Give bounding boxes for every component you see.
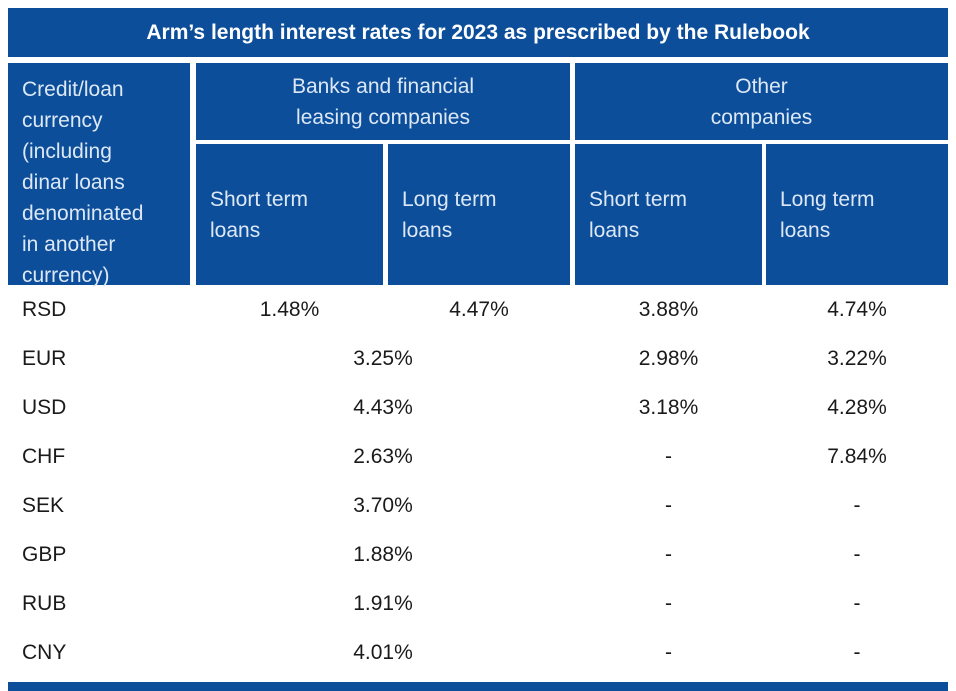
currency-label: GBP	[22, 542, 67, 566]
rate-cell: -	[665, 444, 672, 468]
rate-cell: 2.98%	[638, 346, 699, 370]
table-row: EUR 3.25% 2.98% 3.22%	[8, 334, 948, 383]
table-footer-bar	[8, 682, 948, 691]
rate-cell: -	[665, 640, 672, 664]
other-group-header: Other companies	[575, 63, 948, 140]
rate-cell: 2.63%	[353, 444, 413, 468]
table-title: Arm’s length interest rates for 2023 as …	[146, 20, 810, 44]
table-row: SEK 3.70% - -	[8, 481, 948, 530]
table-header: Credit/loan currency (including dinar lo…	[8, 63, 948, 287]
rate-cell: 1.88%	[353, 542, 413, 566]
rate-cell: 3.25%	[353, 346, 413, 370]
rate-cell: -	[853, 542, 861, 566]
rate-cell: 1.48%	[259, 297, 320, 321]
rate-cell: -	[665, 542, 672, 566]
other-short-term-header: Short term loans	[575, 144, 762, 285]
rate-cell: 3.18%	[638, 395, 699, 419]
rate-cell: 4.28%	[827, 395, 887, 419]
rate-cell: 1.91%	[353, 591, 413, 615]
rate-cell: -	[853, 640, 861, 664]
currency-label: CHF	[22, 444, 66, 468]
currency-label: RSD	[22, 297, 67, 321]
currency-label: RUB	[22, 591, 67, 615]
currency-label: USD	[22, 395, 67, 419]
table-row: RUB 1.91% - -	[8, 579, 948, 628]
table-row: GBP 1.88% - -	[8, 530, 948, 579]
rate-cell: 3.70%	[353, 493, 413, 517]
table-row: USD 4.43% 3.18% 4.28%	[8, 383, 948, 432]
rate-cell: -	[665, 591, 672, 615]
rate-cell: -	[853, 591, 861, 615]
rate-cell: 4.43%	[353, 395, 413, 419]
rate-cell: 3.88%	[638, 297, 699, 321]
table-row: CNY 4.01% - -	[8, 628, 948, 677]
table-title-bar: Arm’s length interest rates for 2023 as …	[8, 8, 948, 57]
currency-label: CNY	[22, 640, 67, 664]
rate-cell: -	[665, 493, 672, 517]
banks-group-header: Banks and financial leasing companies	[196, 63, 570, 140]
rate-cell: 3.22%	[827, 346, 887, 370]
banks-long-term-header: Long term loans	[388, 144, 570, 285]
banks-short-term-header: Short term loans	[196, 144, 383, 285]
currency-label: EUR	[22, 346, 67, 370]
currency-column-header: Credit/loan currency (including dinar lo…	[8, 63, 190, 287]
table-row: CHF 2.63% - 7.84%	[8, 432, 948, 481]
currency-label: SEK	[22, 493, 65, 517]
rate-cell: -	[853, 493, 861, 517]
table-row: RSD 1.48% 4.47% 3.88% 4.74%	[8, 285, 948, 334]
other-long-term-header: Long term loans	[766, 144, 948, 285]
rate-cell: 4.01%	[353, 640, 413, 664]
rate-cell: 4.47%	[449, 297, 509, 321]
table-body: RSD 1.48% 4.47% 3.88% 4.74% EUR 3.25% 2.98% 3…	[8, 285, 948, 677]
rate-cell: 4.74%	[827, 297, 887, 321]
rate-cell: 7.84%	[827, 444, 887, 468]
